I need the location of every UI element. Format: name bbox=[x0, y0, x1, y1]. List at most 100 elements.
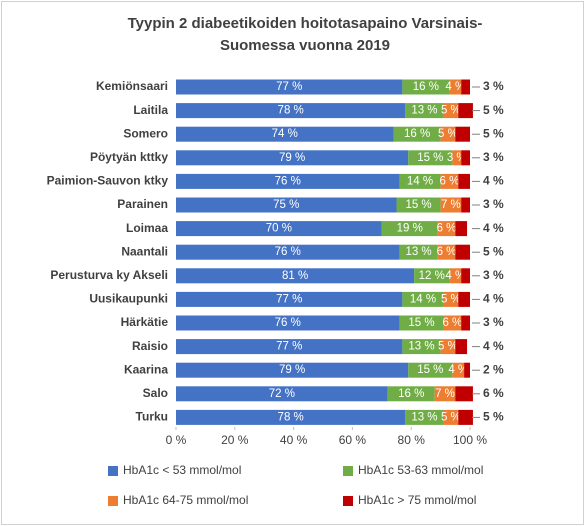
bar-segment bbox=[455, 386, 473, 402]
bar-segment bbox=[176, 126, 394, 142]
data-label: 7 % bbox=[435, 388, 455, 400]
bar-segment bbox=[176, 150, 409, 166]
data-label: 3 % bbox=[483, 315, 504, 329]
y-tick-label: Paimion-Sauvon ktky bbox=[47, 174, 169, 188]
bar-segment bbox=[464, 362, 470, 378]
data-label: 78 % bbox=[278, 105, 304, 117]
data-label: 72 % bbox=[269, 388, 295, 400]
data-label: 13 % bbox=[405, 246, 431, 258]
data-label: 4 % bbox=[483, 221, 504, 235]
bar-segment bbox=[399, 315, 444, 331]
bar-segment bbox=[440, 126, 456, 142]
x-tick-label: 100 % bbox=[453, 433, 487, 447]
data-label: 16 % bbox=[404, 128, 430, 140]
x-tick-label: 60 % bbox=[339, 433, 367, 447]
data-label: 5 % bbox=[441, 105, 461, 117]
data-label: 5 % bbox=[441, 293, 461, 305]
bar-segment bbox=[458, 103, 473, 119]
x-tick-label: 20 % bbox=[221, 433, 249, 447]
legend-swatch bbox=[108, 496, 118, 506]
bar-segment bbox=[443, 291, 459, 307]
data-label: 77 % bbox=[276, 81, 302, 93]
data-label: 5 % bbox=[483, 126, 504, 140]
bar-segment bbox=[399, 173, 441, 189]
legend-label: HbA1c > 75 mmol/mol bbox=[358, 493, 476, 507]
bar-segment bbox=[461, 197, 470, 213]
data-label: 75 % bbox=[273, 199, 299, 211]
bar-segment bbox=[176, 362, 409, 378]
data-label: 15 % bbox=[408, 317, 434, 329]
bar-segment bbox=[461, 315, 470, 331]
legend-label: HbA1c 53-63 mmol/mol bbox=[358, 463, 483, 477]
data-label: 74 % bbox=[272, 128, 298, 140]
legend-swatch bbox=[343, 496, 353, 506]
bar-segment bbox=[455, 221, 468, 237]
y-tick-label: Turku bbox=[136, 410, 168, 424]
data-label: 6 % bbox=[483, 386, 504, 400]
bar-segment bbox=[440, 339, 456, 355]
data-label: 77 % bbox=[276, 341, 302, 353]
chart-title: Tyypin 2 diabeetikoiden hoitotasapaino V… bbox=[128, 15, 483, 32]
bar-segment bbox=[458, 173, 470, 189]
y-tick-label: Parainen bbox=[117, 197, 168, 211]
bar-segment bbox=[461, 79, 470, 95]
data-label: 78 % bbox=[278, 411, 304, 423]
x-tick-label: 80 % bbox=[398, 433, 426, 447]
data-label: 14 % bbox=[410, 293, 436, 305]
bar-segment bbox=[443, 103, 459, 119]
data-label: 3 % bbox=[483, 150, 504, 164]
data-label: 76 % bbox=[275, 175, 301, 187]
bar-segment bbox=[393, 126, 441, 142]
bar-segment bbox=[402, 339, 441, 355]
bar-segment bbox=[449, 268, 462, 284]
data-label: 15 % bbox=[405, 199, 431, 211]
bar-segment bbox=[176, 79, 403, 95]
data-label: 16 % bbox=[413, 81, 439, 93]
bar-segment bbox=[458, 409, 473, 425]
y-tick-label: Loimaa bbox=[126, 221, 168, 235]
data-label: 3 % bbox=[483, 79, 504, 93]
bar-segment bbox=[440, 173, 459, 189]
bar-segment bbox=[455, 244, 470, 260]
bar-segment bbox=[176, 339, 403, 355]
data-label: 70 % bbox=[266, 223, 292, 235]
bar-segment bbox=[461, 268, 470, 284]
bar-segment bbox=[440, 197, 462, 213]
data-label: 16 % bbox=[398, 388, 424, 400]
y-tick-label: Kaarina bbox=[124, 362, 168, 376]
data-label: 5 % bbox=[438, 128, 458, 140]
bar-segment bbox=[176, 315, 400, 331]
y-tick-label: Kemiönsaari bbox=[96, 79, 168, 93]
data-label: 15 % bbox=[417, 152, 443, 164]
data-label: 5 % bbox=[441, 411, 461, 423]
bar-segment bbox=[455, 126, 470, 142]
data-label: 6 % bbox=[442, 317, 462, 329]
bar-segment bbox=[399, 244, 438, 260]
bar-segment bbox=[461, 150, 470, 166]
legend-label: HbA1c 64-75 mmol/mol bbox=[123, 493, 248, 507]
bar-segment bbox=[176, 173, 400, 189]
data-label: 2 % bbox=[483, 362, 504, 376]
data-label: 4 % bbox=[448, 364, 468, 376]
data-label: 6 % bbox=[437, 246, 457, 258]
bar-segment bbox=[176, 221, 382, 237]
data-label: 4 % bbox=[483, 292, 504, 306]
data-label: 79 % bbox=[279, 152, 305, 164]
bar-segment bbox=[437, 244, 456, 260]
bar-segment bbox=[176, 244, 400, 260]
bar-segment bbox=[408, 362, 453, 378]
bar-segment bbox=[405, 409, 444, 425]
y-tick-label: Raisio bbox=[132, 339, 168, 353]
data-label: 5 % bbox=[483, 410, 504, 424]
y-tick-label: Somero bbox=[123, 126, 168, 140]
data-label: 4 % bbox=[445, 270, 465, 282]
bar-segment bbox=[452, 150, 462, 166]
data-label: 5 % bbox=[438, 341, 458, 353]
bar-segment bbox=[405, 103, 444, 119]
bar-segment bbox=[408, 150, 453, 166]
data-label: 3 % bbox=[483, 197, 504, 211]
y-tick-label: Salo bbox=[143, 386, 168, 400]
data-label: 7 % bbox=[441, 199, 461, 211]
bar-segment bbox=[402, 291, 444, 307]
y-tick-label: Pöytyän kttky bbox=[90, 150, 168, 164]
